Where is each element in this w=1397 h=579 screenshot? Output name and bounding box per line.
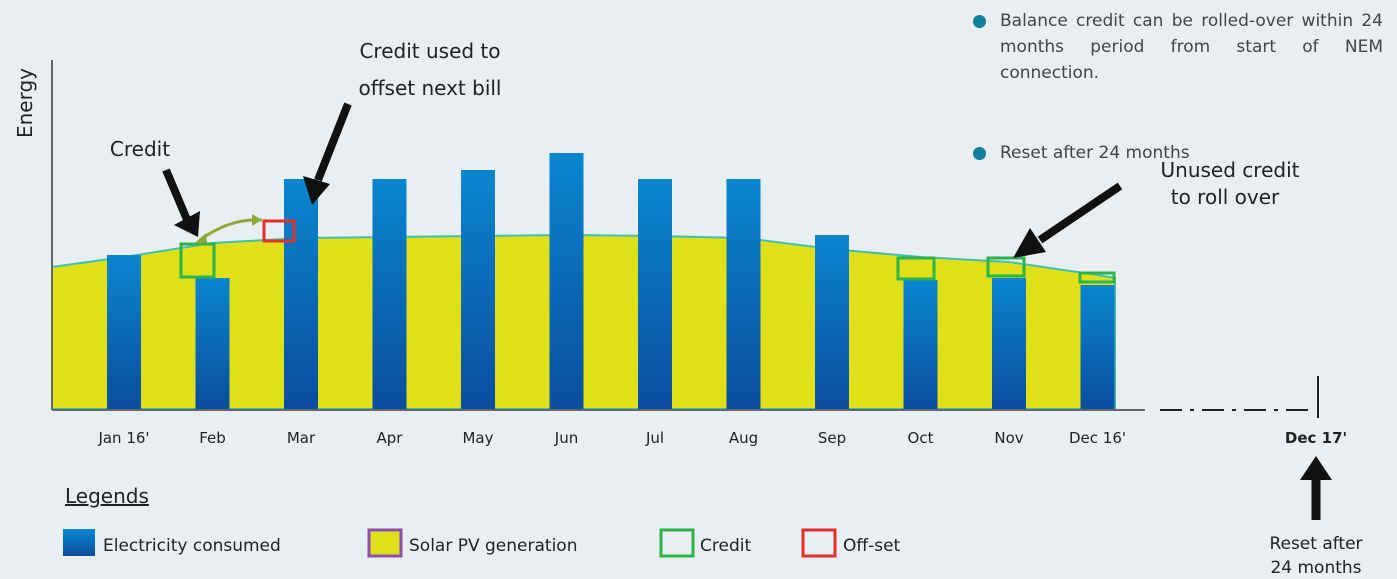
arrowhead <box>252 214 262 226</box>
bar <box>1080 285 1115 409</box>
arrow <box>314 102 352 182</box>
annotation: Credit <box>110 137 170 161</box>
x-tick-label: Oct <box>908 429 934 447</box>
bar <box>903 280 938 409</box>
legend-swatch <box>801 528 837 558</box>
bar <box>549 153 584 409</box>
credit-box <box>1078 271 1116 284</box>
bar <box>461 170 495 409</box>
x-tick-label: Jul <box>645 429 664 447</box>
legend-title: Legends <box>65 484 149 508</box>
credit-box <box>179 242 216 279</box>
bar <box>284 179 318 409</box>
annotation: Reset after <box>1269 534 1362 554</box>
x-tick-label: Jan 16' <box>97 429 149 447</box>
x-tick-label: Apr <box>377 429 404 447</box>
legend-label: Credit <box>700 536 751 556</box>
annotation: offset next bill <box>359 76 502 100</box>
x-tick-label: Feb <box>199 429 226 447</box>
bar <box>107 255 141 409</box>
x-tick-label: Jun <box>554 429 578 447</box>
bar <box>372 179 407 409</box>
legend-label: Solar PV generation <box>409 536 577 556</box>
arrowhead <box>303 176 330 205</box>
x-tick-label: Dec 16' <box>1069 429 1126 447</box>
legend-swatch <box>63 529 95 556</box>
legend-label: Electricity consumed <box>103 536 281 556</box>
bar <box>195 278 230 409</box>
offset-box <box>262 219 296 243</box>
x-tick-label: Sep <box>818 429 846 447</box>
x-tick-label: Nov <box>994 429 1023 447</box>
annotation: to roll over <box>1171 185 1280 209</box>
legend-swatch <box>659 528 695 558</box>
arrowhead <box>1300 456 1332 480</box>
arrowhead <box>174 211 200 237</box>
bar <box>815 235 849 409</box>
note: Reset after 24 months <box>973 140 1383 166</box>
arrowhead <box>195 233 207 243</box>
annotation: 24 months <box>1270 558 1361 578</box>
x-tick-label: Aug <box>729 429 758 447</box>
legend-label: Off-set <box>843 536 901 556</box>
x-tick-label: Mar <box>287 429 316 447</box>
annotation: Unused credit <box>1161 158 1300 182</box>
x-tick-label: May <box>462 429 493 447</box>
x-tick-label: Dec 17' <box>1285 429 1347 447</box>
arrow <box>162 168 192 224</box>
note: Balance credit can be rolled-over within… <box>973 8 1383 86</box>
bar <box>638 179 672 409</box>
credit-box <box>896 256 936 281</box>
arrow <box>1037 182 1123 244</box>
legend-swatch <box>367 528 403 558</box>
bar <box>992 278 1026 409</box>
arrowhead <box>1013 228 1046 258</box>
credit-box <box>986 256 1026 278</box>
annotation: Credit used to <box>359 39 500 63</box>
y-axis-label: Energy <box>13 68 37 138</box>
bar <box>726 179 761 409</box>
